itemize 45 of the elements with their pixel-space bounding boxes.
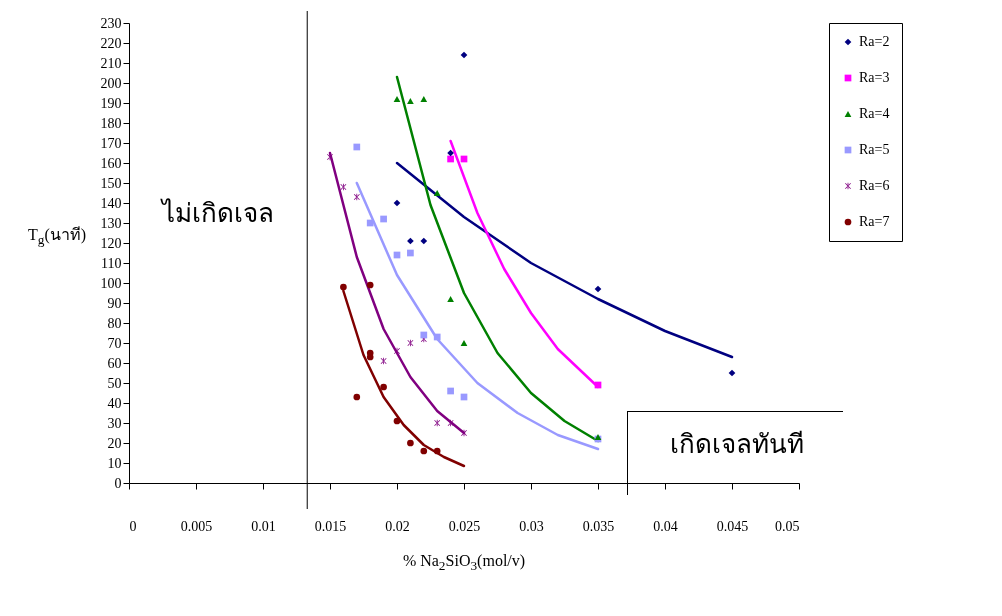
y-tick-label: 220	[100, 35, 122, 51]
legend-label: Ra=3	[859, 70, 890, 85]
x-tick-label: 0.03	[519, 518, 544, 534]
y-tick-label: 0	[114, 475, 122, 491]
y-tick-label: 200	[100, 75, 122, 91]
y-tick-label: 180	[100, 115, 122, 131]
x-tick-label: 0.01	[251, 518, 276, 534]
x-tick-label: 0.045	[716, 518, 749, 534]
y-tick-label: 30	[107, 415, 122, 431]
legend-label: Ra=7	[859, 214, 890, 229]
x-tick-label: 0	[129, 518, 137, 534]
x-tick-label: 0.005	[180, 518, 213, 534]
y-tick-label: 130	[100, 215, 122, 231]
y-tick-label: 190	[100, 95, 122, 111]
legend-label: Ra=5	[859, 142, 890, 157]
y-tick-label: 90	[107, 295, 122, 311]
legend-label: Ra=6	[859, 178, 890, 193]
y-tick-label: 230	[100, 15, 122, 31]
x-tick-label: 0.05	[775, 518, 800, 534]
y-tick-label: 150	[100, 175, 122, 191]
y-tick-label: 80	[107, 315, 122, 331]
y-tick-label: 100	[100, 275, 122, 291]
y-tick-label: 50	[107, 375, 122, 391]
y-tick-label: 140	[100, 195, 122, 211]
legend-label: Ra=2	[859, 34, 890, 49]
y-tick-label: 60	[107, 355, 122, 371]
y-axis-title: T$_{g}$(นาที)	[27, 224, 87, 248]
y-tick-label: 170	[100, 135, 122, 151]
y-tick-label: 20	[107, 435, 122, 451]
x-tick-label: 0.035	[582, 518, 615, 534]
y-tick-label: 40	[107, 395, 122, 411]
y-tick-label: 110	[101, 255, 122, 271]
x-tick-label: 0.02	[385, 518, 410, 534]
x-axis-title: % Na$_{2}$SiO$_{3}$(mol/v)	[402, 551, 526, 575]
annotation: ไม่เกิดเจล	[162, 196, 275, 230]
legend-label: Ra=4	[859, 106, 890, 121]
y-tick-label: 120	[100, 235, 122, 251]
x-tick-label: 0.015	[314, 518, 347, 534]
x-tick-label: 0.025	[448, 518, 481, 534]
x-tick-label: 0.04	[653, 518, 678, 534]
y-tick-label: 70	[107, 335, 122, 351]
y-tick-label: 10	[107, 455, 122, 471]
annotation: เกิดเจลทันที	[669, 427, 804, 460]
y-tick-label: 160	[100, 155, 122, 171]
y-tick-label: 210	[100, 55, 122, 71]
